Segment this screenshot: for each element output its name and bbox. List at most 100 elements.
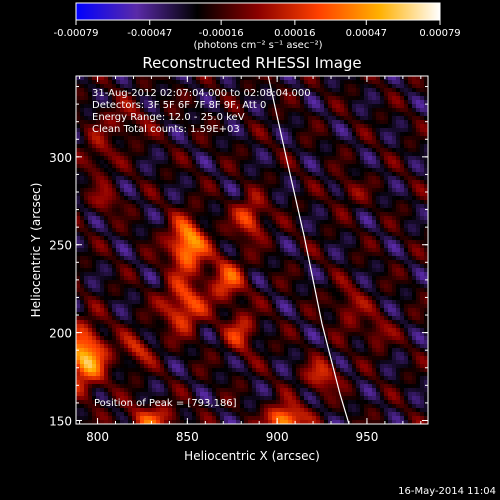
heatmap-cell xyxy=(80,276,85,281)
heatmap-cell xyxy=(164,208,169,213)
heatmap-cell xyxy=(336,288,341,293)
heatmap-cell xyxy=(116,184,121,189)
heatmap-cell xyxy=(404,108,409,113)
heatmap-cell xyxy=(340,104,345,109)
heatmap-cell xyxy=(260,196,265,201)
heatmap-cell xyxy=(184,76,189,81)
heatmap-cell xyxy=(332,180,337,185)
heatmap-cell xyxy=(104,196,109,201)
heatmap-cell xyxy=(132,156,137,161)
heatmap-cell xyxy=(268,280,273,285)
heatmap-cell xyxy=(144,244,149,249)
heatmap-cell xyxy=(260,188,265,193)
heatmap-cell xyxy=(168,88,173,93)
heatmap-cell xyxy=(76,112,81,117)
heatmap-cell xyxy=(220,116,225,121)
heatmap-cell xyxy=(316,144,321,149)
heatmap-cell xyxy=(376,232,381,237)
heatmap-cell xyxy=(380,100,385,105)
heatmap-cell xyxy=(320,140,325,145)
heatmap-cell xyxy=(136,92,141,97)
heatmap-cell xyxy=(156,172,161,177)
heatmap-cell xyxy=(152,284,157,289)
heatmap-cell xyxy=(332,288,337,293)
heatmap-cell xyxy=(232,228,237,233)
heatmap-cell xyxy=(172,260,177,265)
heatmap-cell xyxy=(152,224,157,229)
heatmap-cell xyxy=(204,108,209,113)
heatmap-cell xyxy=(156,108,161,113)
heatmap-cell xyxy=(104,240,109,245)
heatmap-cell xyxy=(380,228,385,233)
heatmap-cell xyxy=(256,192,261,197)
heatmap-cell xyxy=(116,268,121,273)
heatmap-cell xyxy=(300,144,305,149)
heatmap-cell xyxy=(260,124,265,129)
heatmap-cell xyxy=(116,92,121,97)
heatmap-cell xyxy=(164,216,169,221)
heatmap-cell xyxy=(384,212,389,217)
heatmap-cell xyxy=(292,184,297,189)
heatmap-cell xyxy=(208,208,213,213)
heatmap-cell xyxy=(316,164,321,169)
heatmap-cell xyxy=(400,212,405,217)
heatmap-cell xyxy=(324,88,329,93)
heatmap-cell xyxy=(176,128,181,133)
heatmap-cell xyxy=(168,220,173,225)
heatmap-cell xyxy=(388,156,393,161)
heatmap-cell xyxy=(380,144,385,149)
heatmap-cell xyxy=(396,212,401,217)
heatmap-cell xyxy=(272,272,277,277)
heatmap-cell xyxy=(132,88,137,93)
heatmap-cell xyxy=(140,80,145,85)
heatmap-cell xyxy=(100,160,105,165)
heatmap-cell xyxy=(420,228,425,233)
heatmap-cell xyxy=(400,260,405,265)
heatmap-cell xyxy=(380,224,385,229)
heatmap-cell xyxy=(84,92,89,97)
heatmap-cell xyxy=(352,148,357,153)
heatmap-cell xyxy=(288,248,293,253)
heatmap-cell xyxy=(344,276,349,281)
heatmap-cell xyxy=(228,252,233,257)
heatmap-cell xyxy=(244,108,249,113)
heatmap-cell xyxy=(100,300,105,305)
heatmap-cell xyxy=(152,216,157,221)
heatmap-cell xyxy=(312,256,317,261)
heatmap-cell xyxy=(416,284,421,289)
heatmap-cell xyxy=(156,220,161,225)
heatmap-cell xyxy=(424,92,428,97)
heatmap-cell xyxy=(172,104,177,109)
heatmap-cell xyxy=(264,88,269,93)
heatmap-cell xyxy=(336,204,341,209)
heatmap-cell xyxy=(304,296,309,301)
heatmap-cell xyxy=(124,108,129,113)
heatmap-cell xyxy=(196,200,201,205)
heatmap-cell xyxy=(252,300,257,305)
heatmap-cell xyxy=(376,144,381,149)
heatmap-cell xyxy=(368,284,373,289)
heatmap-cell xyxy=(340,248,345,253)
heatmap-cell xyxy=(216,76,221,81)
heatmap-cell xyxy=(168,168,173,173)
heatmap-cell xyxy=(376,184,381,189)
heatmap-cell xyxy=(268,120,273,125)
heatmap-cell xyxy=(408,256,413,261)
heatmap-cell xyxy=(80,152,85,157)
heatmap-cell xyxy=(196,100,201,105)
heatmap-cell xyxy=(128,192,133,197)
heatmap-cell xyxy=(292,268,297,273)
heatmap-cell xyxy=(312,120,317,125)
heatmap-cell xyxy=(348,276,353,281)
heatmap-cell xyxy=(80,100,85,105)
heatmap-cell xyxy=(376,252,381,257)
heatmap-cell xyxy=(208,152,213,157)
heatmap-cell xyxy=(196,208,201,213)
heatmap-cell xyxy=(92,156,97,161)
heatmap-cell xyxy=(140,180,145,185)
heatmap-cell xyxy=(348,260,353,265)
heatmap-cell xyxy=(252,88,257,93)
heatmap-cell xyxy=(276,196,281,201)
heatmap-cell xyxy=(220,228,225,233)
heatmap-cell xyxy=(132,208,137,213)
